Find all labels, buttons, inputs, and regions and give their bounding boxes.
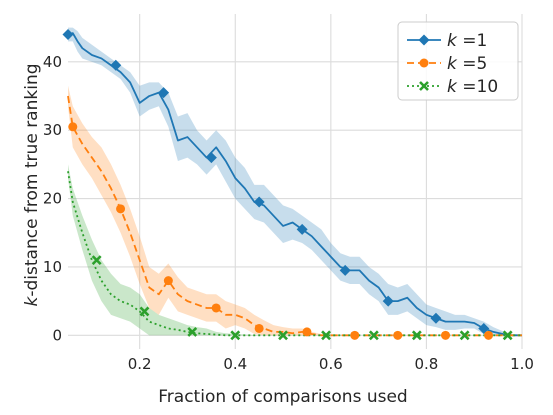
y-tick-label: 30 — [43, 121, 62, 139]
marker-k10 — [187, 326, 198, 337]
marker-k10-stroke — [230, 330, 241, 341]
legend-marker-k1 — [418, 34, 430, 46]
marker-k10-stroke — [411, 330, 422, 341]
marker-k10-stroke — [459, 330, 470, 341]
legend-marker-shape-k10-stroke — [419, 81, 429, 91]
tick-labels: 0.2 0.4 0.6 0.8 1.0 0 10 20 30 40 — [43, 53, 534, 373]
legend-entry-k5: k =5 — [407, 54, 487, 74]
y-axis-title-rest: -distance from true ranking — [22, 63, 42, 296]
legend-marker-shape-k1 — [418, 34, 430, 46]
legend-marker-shape-k5 — [419, 58, 429, 68]
grid — [68, 14, 523, 349]
marker-k5 — [484, 330, 494, 340]
marker-k1 — [158, 87, 170, 99]
marker-k5 — [254, 323, 264, 333]
x-tick-label: 0.6 — [319, 355, 343, 373]
marker-k10 — [139, 306, 150, 317]
marker-k5 — [68, 122, 78, 132]
marker-k5 — [302, 327, 312, 337]
x-tick-label: 1.0 — [510, 355, 534, 373]
legend-entry-k1: k =1 — [407, 31, 487, 51]
y-axis-title-k: k — [22, 296, 42, 307]
marker-k10-stroke — [139, 306, 150, 317]
legend-entry-k10: k =10 — [407, 77, 498, 97]
x-axis-title: Fraction of comparisons used — [158, 387, 407, 407]
marker-k10 — [278, 330, 288, 341]
marker-k5 — [163, 276, 173, 286]
marker-k1 — [205, 152, 217, 164]
marker-k10-stroke — [368, 330, 379, 341]
marker-k1 — [62, 29, 74, 41]
marker-k10-stroke — [502, 330, 513, 341]
marker-k5 — [116, 204, 126, 214]
legend-marker-k10 — [419, 81, 429, 91]
y-tick-label: 0 — [52, 326, 62, 344]
series-markers — [62, 29, 513, 341]
y-tick-label: 10 — [43, 258, 62, 276]
marker-k1 — [339, 264, 351, 276]
marker-k5 — [350, 330, 360, 340]
marker-k10-stroke — [187, 326, 198, 337]
marker-k10 — [91, 255, 102, 266]
marker-k10-stroke — [278, 330, 288, 341]
marker-k1 — [110, 59, 122, 71]
marker-k1 — [253, 196, 265, 208]
marker-k1 — [430, 312, 442, 324]
marker-k10-stroke — [91, 255, 102, 266]
line-k1 — [67, 32, 522, 337]
legend: k =1 k =5 k =10 — [397, 21, 519, 101]
marker-k1 — [296, 223, 308, 235]
x-tick-label: 0.4 — [223, 355, 247, 373]
marker-k5 — [441, 330, 451, 340]
y-tick-label: 20 — [43, 190, 62, 208]
y-axis-title: k-distance from true ranking — [22, 63, 42, 306]
x-tick-label: 0.8 — [414, 355, 438, 373]
legend-label-k10: k =10 — [447, 77, 498, 97]
marker-k5 — [393, 330, 403, 340]
marker-k5 — [211, 303, 221, 313]
marker-k1 — [382, 295, 394, 307]
marker-k10 — [411, 330, 422, 341]
marker-k10 — [321, 330, 331, 341]
legend-label-k1: k =1 — [447, 31, 487, 51]
x-tick-label: 0.2 — [128, 355, 152, 373]
legend-label-k5: k =5 — [447, 54, 487, 74]
legend-marker-shape-k10 — [419, 81, 429, 91]
marker-k10-stroke — [321, 330, 331, 341]
marker-k10 — [459, 330, 470, 341]
legend-marker-k5 — [419, 58, 429, 68]
y-tick-label: 40 — [43, 53, 62, 71]
marker-k1 — [478, 322, 490, 334]
marker-k10 — [230, 330, 241, 341]
marker-k10 — [368, 330, 379, 341]
marker-k10 — [502, 330, 513, 341]
